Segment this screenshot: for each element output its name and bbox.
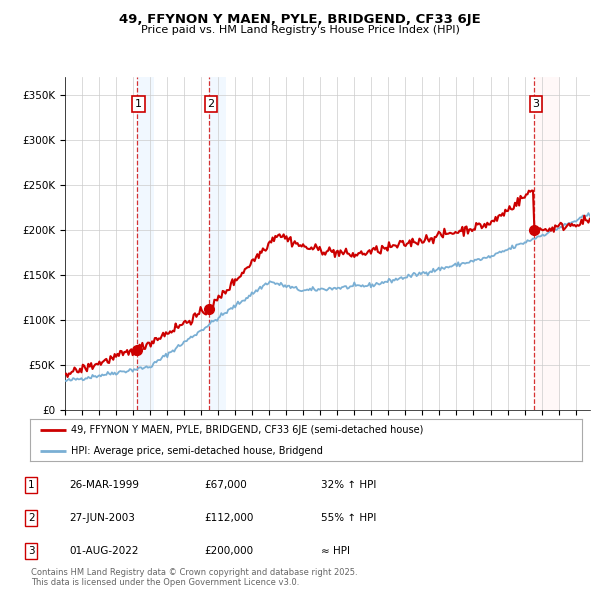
Text: 1: 1 (135, 99, 142, 109)
Text: £67,000: £67,000 (204, 480, 247, 490)
Text: 3: 3 (533, 99, 539, 109)
Text: 1: 1 (28, 480, 35, 490)
Text: ≈ HPI: ≈ HPI (321, 546, 350, 556)
Text: 27-JUN-2003: 27-JUN-2003 (69, 513, 135, 523)
Text: £200,000: £200,000 (204, 546, 253, 556)
Text: HPI: Average price, semi-detached house, Bridgend: HPI: Average price, semi-detached house,… (71, 446, 323, 455)
Text: £112,000: £112,000 (204, 513, 253, 523)
Text: Contains HM Land Registry data © Crown copyright and database right 2025.
This d: Contains HM Land Registry data © Crown c… (31, 568, 358, 587)
Text: 49, FFYNON Y MAEN, PYLE, BRIDGEND, CF33 6JE (semi-detached house): 49, FFYNON Y MAEN, PYLE, BRIDGEND, CF33 … (71, 425, 424, 434)
Text: 26-MAR-1999: 26-MAR-1999 (69, 480, 139, 490)
Bar (535, 77, 560, 410)
Text: 32% ↑ HPI: 32% ↑ HPI (321, 480, 376, 490)
Text: 55% ↑ HPI: 55% ↑ HPI (321, 513, 376, 523)
Bar (209, 77, 226, 410)
Bar (137, 77, 154, 410)
Text: 2: 2 (208, 99, 215, 109)
Text: 49, FFYNON Y MAEN, PYLE, BRIDGEND, CF33 6JE: 49, FFYNON Y MAEN, PYLE, BRIDGEND, CF33 … (119, 13, 481, 26)
Text: Price paid vs. HM Land Registry's House Price Index (HPI): Price paid vs. HM Land Registry's House … (140, 25, 460, 35)
Text: 01-AUG-2022: 01-AUG-2022 (69, 546, 139, 556)
Text: 3: 3 (28, 546, 35, 556)
Text: 2: 2 (28, 513, 35, 523)
